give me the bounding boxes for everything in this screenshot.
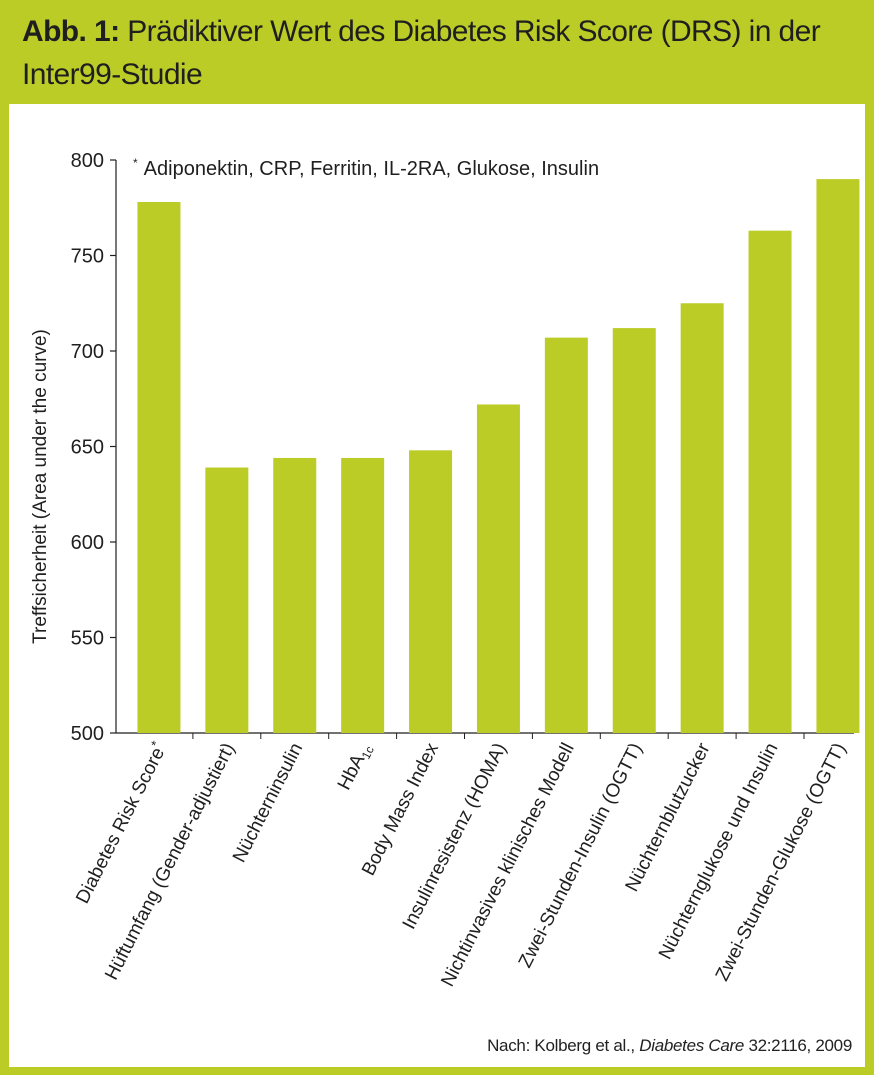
source-prefix: Nach: Kolberg et al., <box>487 1036 640 1055</box>
x-tick-label: HbA1c <box>334 740 377 795</box>
y-tick-label: 600 <box>71 532 104 554</box>
bar <box>612 328 656 733</box>
bar <box>544 337 588 733</box>
bar <box>680 303 724 733</box>
bar <box>409 450 453 733</box>
y-axis-title: Treffsicherheit (Area under the curve) <box>30 329 51 644</box>
y-tick-label: 800 <box>71 150 104 172</box>
figure-title: Prädiktiver Wert des Diabetes Risk Score… <box>22 15 821 91</box>
y-tick-label: 700 <box>71 341 104 363</box>
x-tick-label: Zwei-Stunden-Glukose (OGTT) <box>712 740 851 985</box>
footnote-text: Adiponektin, CRP, Ferritin, IL-2RA, Gluk… <box>144 158 599 180</box>
source-suffix: 32:2116, 2009 <box>744 1036 852 1055</box>
y-tick-label: 500 <box>71 723 104 745</box>
figure-header: Abb. 1: Prädiktiver Wert des Diabetes Ri… <box>0 0 874 104</box>
chart-footnote: * Adiponektin, CRP, Ferritin, IL-2RA, Glu… <box>133 156 599 180</box>
x-tick-label: Nüchternglukose und Insulin <box>655 740 783 963</box>
x-tick-label: Nichtinvasives klinisches Modell <box>437 740 578 990</box>
bar <box>816 179 860 734</box>
bar <box>137 202 181 733</box>
bar <box>273 457 317 733</box>
figure-label: Abb. 1: <box>22 15 120 48</box>
bar <box>748 230 792 734</box>
x-tick-label: Zwei-Stunden-Insulin (OGTT) <box>515 740 647 972</box>
chart-panel: 500 550 600 650 700 750 800 Treffsicherheit (Ar… <box>9 104 865 1067</box>
x-tick-label: Nüchterninsulin <box>229 740 307 866</box>
y-tick-label: 550 <box>71 628 104 650</box>
x-tick-label: Hüftumfang (Gender-adjustiert) <box>101 740 239 984</box>
bar <box>205 467 249 733</box>
y-tick-label: 650 <box>71 437 104 459</box>
y-tick-label: 750 <box>71 246 104 268</box>
footnote-marker: * <box>133 156 138 170</box>
source-citation: Nach: Kolberg et al., Diabetes Care 32:2… <box>487 1036 852 1056</box>
bar <box>476 404 520 733</box>
bar-chart: 500 550 600 650 700 750 800 Treffsicherheit (Ar… <box>30 150 860 990</box>
bar <box>341 457 385 733</box>
source-journal: Diabetes Care <box>639 1036 745 1055</box>
